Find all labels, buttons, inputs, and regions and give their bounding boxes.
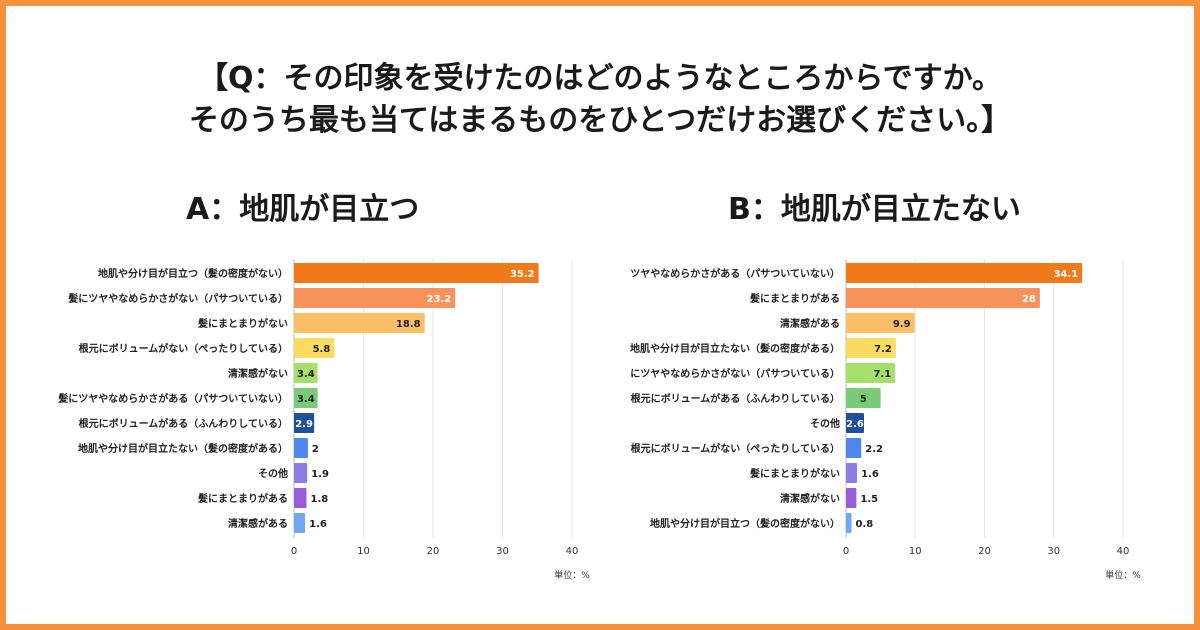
chart-b-data-label: 7.2 bbox=[874, 344, 892, 355]
chart-b-category-label: その他 bbox=[810, 417, 840, 430]
chart-a-bar bbox=[294, 388, 318, 408]
question-line-2: そのうち最も当てはまるものをひとつだけお選びください。】 bbox=[188, 103, 1012, 138]
chart-a-data-label: 18.8 bbox=[396, 319, 421, 330]
chart-b-bar bbox=[846, 488, 857, 508]
chart-a-bar bbox=[294, 288, 456, 308]
chart-a-bar bbox=[294, 513, 306, 533]
question-heading: 【Q：その印象を受けたのはどのようなところからですか。 そのうち最も当てはまるも… bbox=[0, 58, 1200, 142]
chart-b-data-label: 1.6 bbox=[861, 469, 879, 480]
chart-a-data-label: 1.6 bbox=[309, 519, 327, 530]
chart-a-x-tick-label: 20 bbox=[427, 546, 440, 557]
chart-a-category-label: 清潔感がない bbox=[228, 367, 288, 380]
chart-a-bar bbox=[294, 488, 307, 508]
chart-a-title: A：地肌が目立つ bbox=[186, 192, 420, 227]
chart-a-data-label: 1.9 bbox=[311, 469, 329, 480]
chart-a-bar bbox=[294, 363, 318, 383]
chart-b-category-label: 清潔感がある bbox=[780, 317, 840, 330]
chart-a-data-label: 3.4 bbox=[297, 394, 315, 405]
chart-b-x-tick-label: 40 bbox=[1117, 546, 1130, 557]
chart-a-data-label: 3.4 bbox=[297, 369, 315, 380]
chart-b-category-label: 髪にまとまりがある bbox=[749, 292, 840, 305]
chart-a-data-label: 1.8 bbox=[311, 494, 329, 505]
chart-b-data-label: 28 bbox=[1022, 294, 1036, 305]
chart-a-data-label: 35.2 bbox=[510, 269, 535, 280]
chart-b-data-label: 2.6 bbox=[846, 419, 864, 430]
chart-a-bar bbox=[294, 463, 308, 483]
question-line-1: 【Q：その印象を受けたのはどのようなところからですか。 bbox=[197, 61, 1002, 96]
chart-b-title: B：地肌が目立たない bbox=[728, 192, 1021, 227]
chart-a-category-label: 地肌や分け目が目立たない（髪の密度がある） bbox=[78, 442, 288, 455]
chart-b-bar bbox=[846, 463, 858, 483]
chart-b-data-label: 7.1 bbox=[873, 369, 891, 380]
chart-a-category-label: 髪にツヤやなめらかさがない（パサついている） bbox=[67, 292, 288, 305]
chart-b-x-tick-label: 0 bbox=[843, 546, 849, 557]
chart-b-category-label: にツヤやなめらかさがない（パサついている） bbox=[630, 367, 840, 380]
chart-b-data-label: 9.9 bbox=[893, 319, 911, 330]
chart-a-category-label: 地肌や分け目が目立つ（髪の密度がない） bbox=[98, 267, 288, 280]
chart-b-data-label: 1.5 bbox=[860, 494, 878, 505]
chart-a-bar bbox=[294, 413, 315, 433]
chart-a-bar bbox=[294, 313, 425, 333]
chart-a-bar bbox=[294, 438, 308, 458]
chart-b-bar bbox=[846, 338, 896, 358]
chart-b-bar bbox=[846, 438, 862, 458]
chart-a-x-tick-label: 0 bbox=[291, 546, 297, 557]
chart-a-category-label: 髪にツヤやなめらかさがある（パサついていない） bbox=[57, 392, 288, 405]
chart-b-data-label: 0.8 bbox=[856, 519, 874, 530]
chart-b-x-tick-label: 20 bbox=[978, 546, 991, 557]
chart-a-category-label: 根元にボリュームがある（ふんわりしている） bbox=[79, 417, 288, 430]
chart-b-category-label: 地肌や分け目が目立たない（髪の密度がある） bbox=[630, 342, 840, 355]
chart-a-category-label: 髪にまとまりがある bbox=[197, 492, 288, 505]
chart-b-x-tick-label: 10 bbox=[909, 546, 922, 557]
chart-a-data-label: 5.8 bbox=[313, 344, 331, 355]
chart-a-category-label: 髪にまとまりがない bbox=[197, 317, 288, 330]
chart-b-data-label: 5 bbox=[860, 394, 867, 405]
chart-a-category-label: その他 bbox=[258, 467, 288, 480]
chart-b-category-label: 根元にボリュームがある（ふんわりしている） bbox=[631, 392, 840, 405]
chart-b-unit-label: 単位：% bbox=[1105, 569, 1141, 581]
chart-a-data-label: 23.2 bbox=[427, 294, 452, 305]
chart-a-unit-label: 単位：% bbox=[554, 569, 590, 581]
chart-a-data-label: 2.9 bbox=[295, 419, 313, 430]
chart-a-bar bbox=[294, 263, 539, 283]
chart-b-x-tick-label: 30 bbox=[1047, 546, 1060, 557]
chart-b-bar bbox=[846, 363, 896, 383]
chart-b-bar bbox=[846, 313, 915, 333]
chart-b-category-label: 地肌や分け目が目立つ（髪の密度がない） bbox=[650, 517, 840, 530]
chart-a-data-label: 2 bbox=[312, 444, 319, 455]
chart-a-category-label: 根元にボリュームがない（ぺったりしている） bbox=[79, 342, 288, 355]
chart-a-bar bbox=[294, 338, 335, 358]
chart-b-bar bbox=[846, 263, 1083, 283]
chart-b-data-label: 2.2 bbox=[865, 444, 883, 455]
chart-a-x-tick-label: 10 bbox=[357, 546, 370, 557]
chart-a-category-label: 清潔感がある bbox=[228, 517, 288, 530]
chart-b-data-label: 34.1 bbox=[1053, 269, 1078, 280]
chart-b-bar bbox=[846, 513, 852, 533]
chart-b-category-label: ツヤやなめらかさがある（パサついていない） bbox=[630, 267, 840, 280]
chart-b-category-label: 根元にボリュームがない（ぺったりしている） bbox=[631, 442, 840, 455]
chart-b-bar bbox=[846, 288, 1040, 308]
chart-b-category-label: 清潔感がない bbox=[780, 492, 840, 505]
chart-b-bar bbox=[846, 388, 881, 408]
chart-b-category-label: 髪にまとまりがない bbox=[749, 467, 840, 480]
chart-a-x-tick-label: 40 bbox=[566, 546, 579, 557]
chart-a-x-tick-label: 30 bbox=[496, 546, 509, 557]
chart-b-bar bbox=[846, 413, 865, 433]
